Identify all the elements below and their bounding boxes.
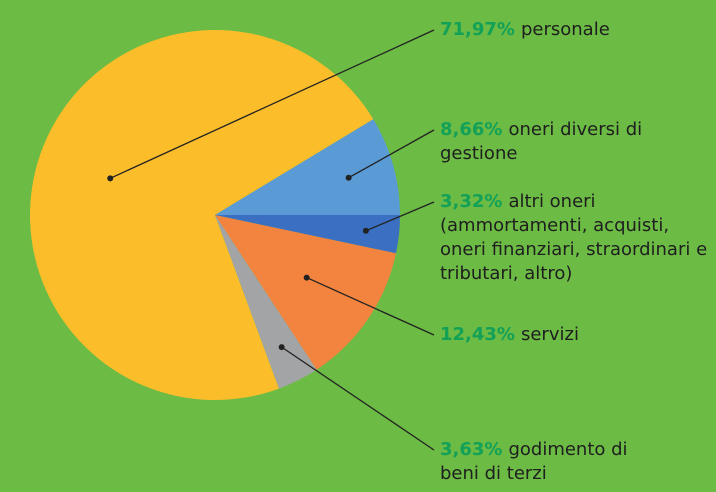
pie-slice [30,30,374,401]
leader-line [109,29,435,179]
value-label: 12,43% [440,324,515,345]
slice-label: 3,32% altri oneri (ammortamenti, acquisti… [440,190,716,286]
slice-label: 8,66% oneri diversi di gestione [440,118,655,166]
pie-slice [215,215,317,389]
pie-slice [215,215,396,370]
leader-line [281,346,435,451]
category-label: godimento di beni di terzi [440,439,628,484]
leader-dot [362,227,369,234]
slice-label: 12,43% servizi [440,323,700,347]
category-label: personale [520,19,610,40]
leader-dot [278,344,285,351]
leader-dot [303,274,310,281]
category-label: altri oneri (ammortamenti, acquisti, one… [440,191,708,284]
leader-line [348,129,435,179]
leader-line [365,201,435,232]
value-label: 3,63% [440,439,503,460]
slice-label: 71,97% personale [440,18,700,42]
pie-slice [215,215,400,254]
category-label: servizi [520,324,579,345]
value-label: 8,66% [440,119,503,140]
pie-slice [215,119,400,215]
leader-dot [107,175,114,182]
slice-label: 3,63% godimento di beni di terzi [440,438,640,486]
value-label: 3,32% [440,191,503,212]
value-label: 71,97% [440,19,515,40]
leader-dot [345,174,352,181]
leader-line [306,276,435,336]
category-label: oneri diversi di gestione [440,119,643,164]
